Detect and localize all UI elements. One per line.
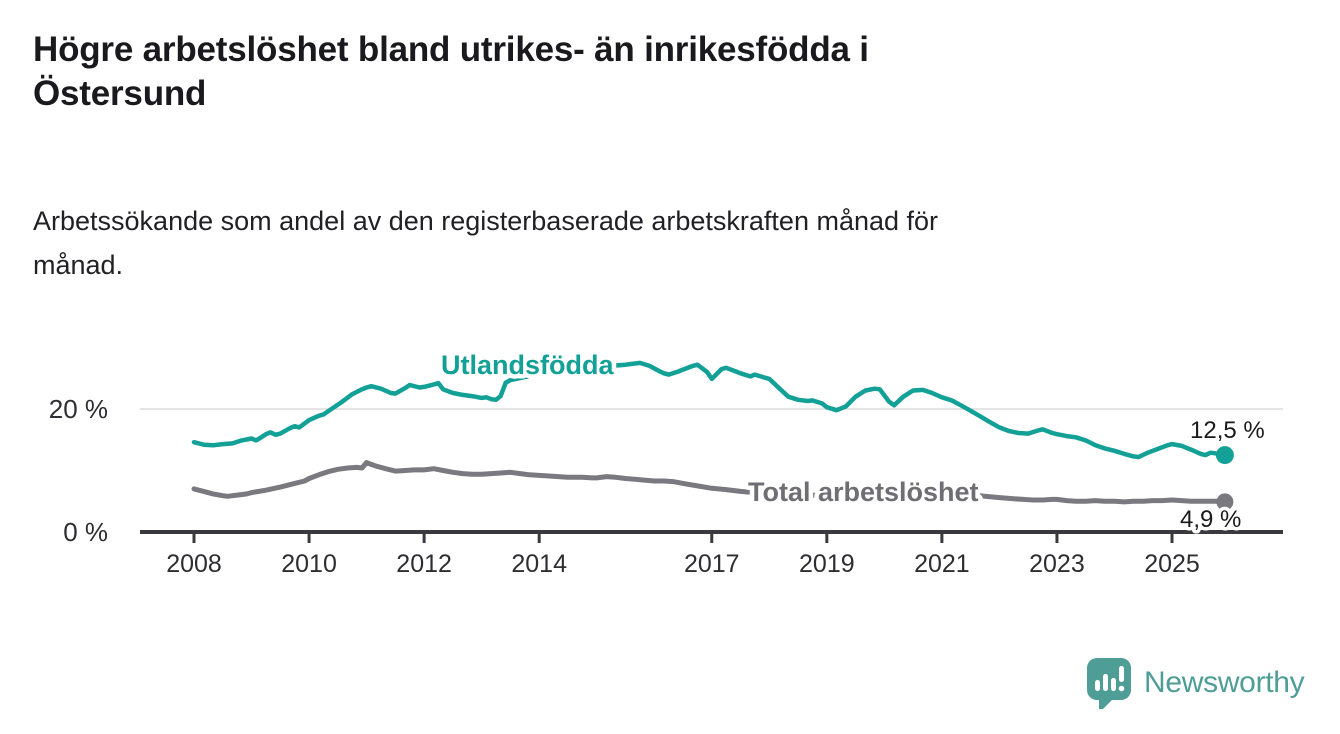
newsworthy-logo: Newsworthy: [1086, 657, 1305, 709]
y-axis-label-20: 20 %: [49, 394, 108, 424]
x-tick-label: 2019: [799, 550, 855, 578]
y-axis-label-0: 0 %: [63, 517, 108, 547]
newsworthy-logo-icon: [1087, 658, 1131, 709]
speech-bubble-shape: [1087, 658, 1131, 709]
bar-chart-glyph: [1095, 666, 1125, 692]
x-tick-label: 2008: [166, 550, 222, 578]
end-value-label-utlandsfodda: 12,5 %: [1190, 417, 1265, 444]
x-tick-label: 2021: [914, 550, 970, 578]
newsworthy-logo-text: Newsworthy: [1144, 666, 1305, 699]
series-line-total-arbetsloshet: [191, 460, 1228, 505]
chart-subtitle-line2: månad.: [33, 249, 124, 280]
chart-subtitle-line1: Arbetssökande som andel av den registerb…: [33, 206, 939, 236]
x-axis-tick-labels: 2008 2010 2012 2014 2017 2019 2021 2023 2025: [166, 550, 1200, 578]
series-label-total-arbetsloshet: Total arbetslöshet: [748, 477, 979, 507]
series-label-utlandsfodda: Utlandsfödda: [441, 350, 614, 380]
x-tick-label: 2012: [396, 550, 452, 578]
chart-title-line2: Östersund: [33, 74, 207, 114]
x-tick-label: 2010: [281, 550, 337, 578]
series-end-dot-utlandsfodda: [1215, 446, 1234, 465]
series-end-dot-total-arbetsloshet: [1216, 493, 1234, 511]
end-value-label-total: 4,9 %: [1180, 506, 1241, 533]
x-tick-label: 2014: [511, 550, 567, 578]
series-line-utlandsfodda: [191, 360, 1228, 460]
x-axis-ticks: [192, 532, 1174, 543]
x-tick-label: 2017: [684, 550, 740, 578]
chart-title: Högre arbetslöshet bland utrikes- än inr…: [33, 28, 1193, 116]
x-tick-label: 2025: [1144, 550, 1200, 578]
chart-subtitle: Arbetssökande som andel av den registerb…: [33, 200, 1253, 287]
x-tick-label: 2023: [1029, 550, 1085, 578]
chart-title-line1: Högre arbetslöshet bland utrikes- än inr…: [33, 30, 869, 69]
